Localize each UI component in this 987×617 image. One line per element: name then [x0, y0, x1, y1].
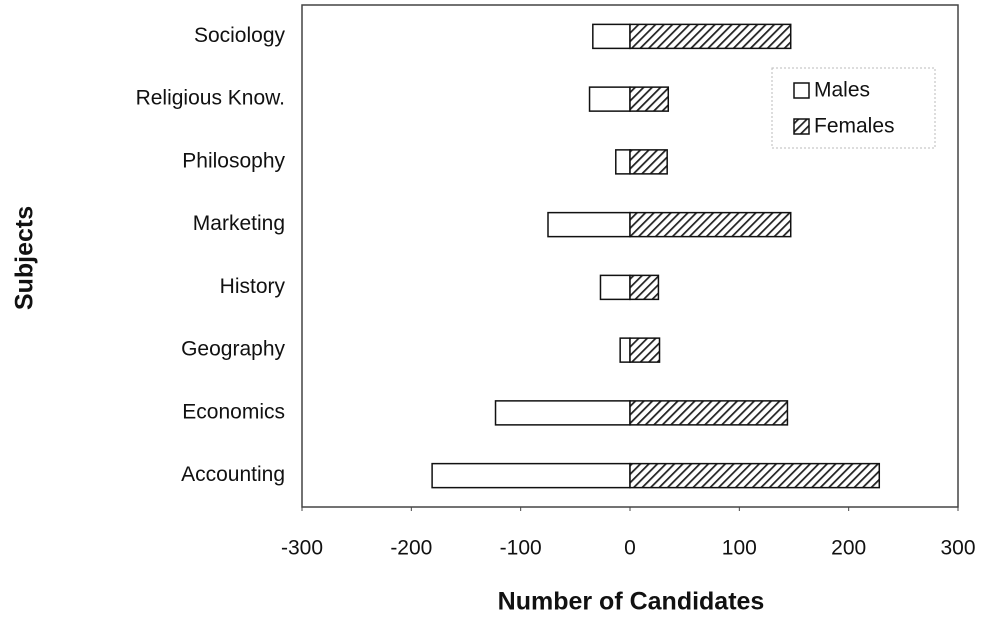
x-tick-label: 200 [831, 537, 866, 560]
y-tick-label: Accounting [181, 463, 285, 486]
y-tick-label: Economics [182, 400, 285, 423]
y-tick-label: Sociology [194, 24, 286, 47]
y-tick-label: Geography [181, 338, 285, 361]
x-tick-label: 300 [940, 537, 975, 560]
y-tick-label: Religious Know. [136, 87, 285, 110]
bar [547, 211, 631, 238]
y-tick-label: Philosophy [182, 149, 285, 172]
y-tick-label: History [220, 275, 286, 298]
y-axis-label: Subjects [11, 206, 39, 310]
bar [629, 337, 661, 363]
bar [629, 400, 789, 426]
legend-swatch [793, 118, 810, 135]
legend-label: Males [814, 79, 870, 102]
x-tick-label: -200 [390, 537, 432, 560]
bar [629, 462, 881, 489]
bar [599, 274, 631, 301]
x-axis-label: Number of Candidates [498, 588, 765, 616]
bar [431, 462, 631, 489]
bar [629, 211, 792, 238]
legend-swatch [793, 82, 810, 99]
bar [619, 337, 631, 363]
x-tick-label: -300 [281, 537, 323, 560]
bar [592, 23, 631, 50]
x-tick-label: -100 [500, 537, 542, 560]
legend-label: Females [814, 115, 895, 138]
bar [588, 86, 631, 112]
bar [629, 23, 792, 50]
x-tick-label: 100 [722, 537, 757, 560]
x-tick-label: 0 [624, 537, 636, 560]
y-tick-label: Marketing [193, 212, 285, 235]
bar [615, 149, 631, 175]
bar [629, 86, 670, 112]
bar [629, 149, 668, 175]
bar [494, 400, 631, 426]
bar [629, 274, 660, 301]
